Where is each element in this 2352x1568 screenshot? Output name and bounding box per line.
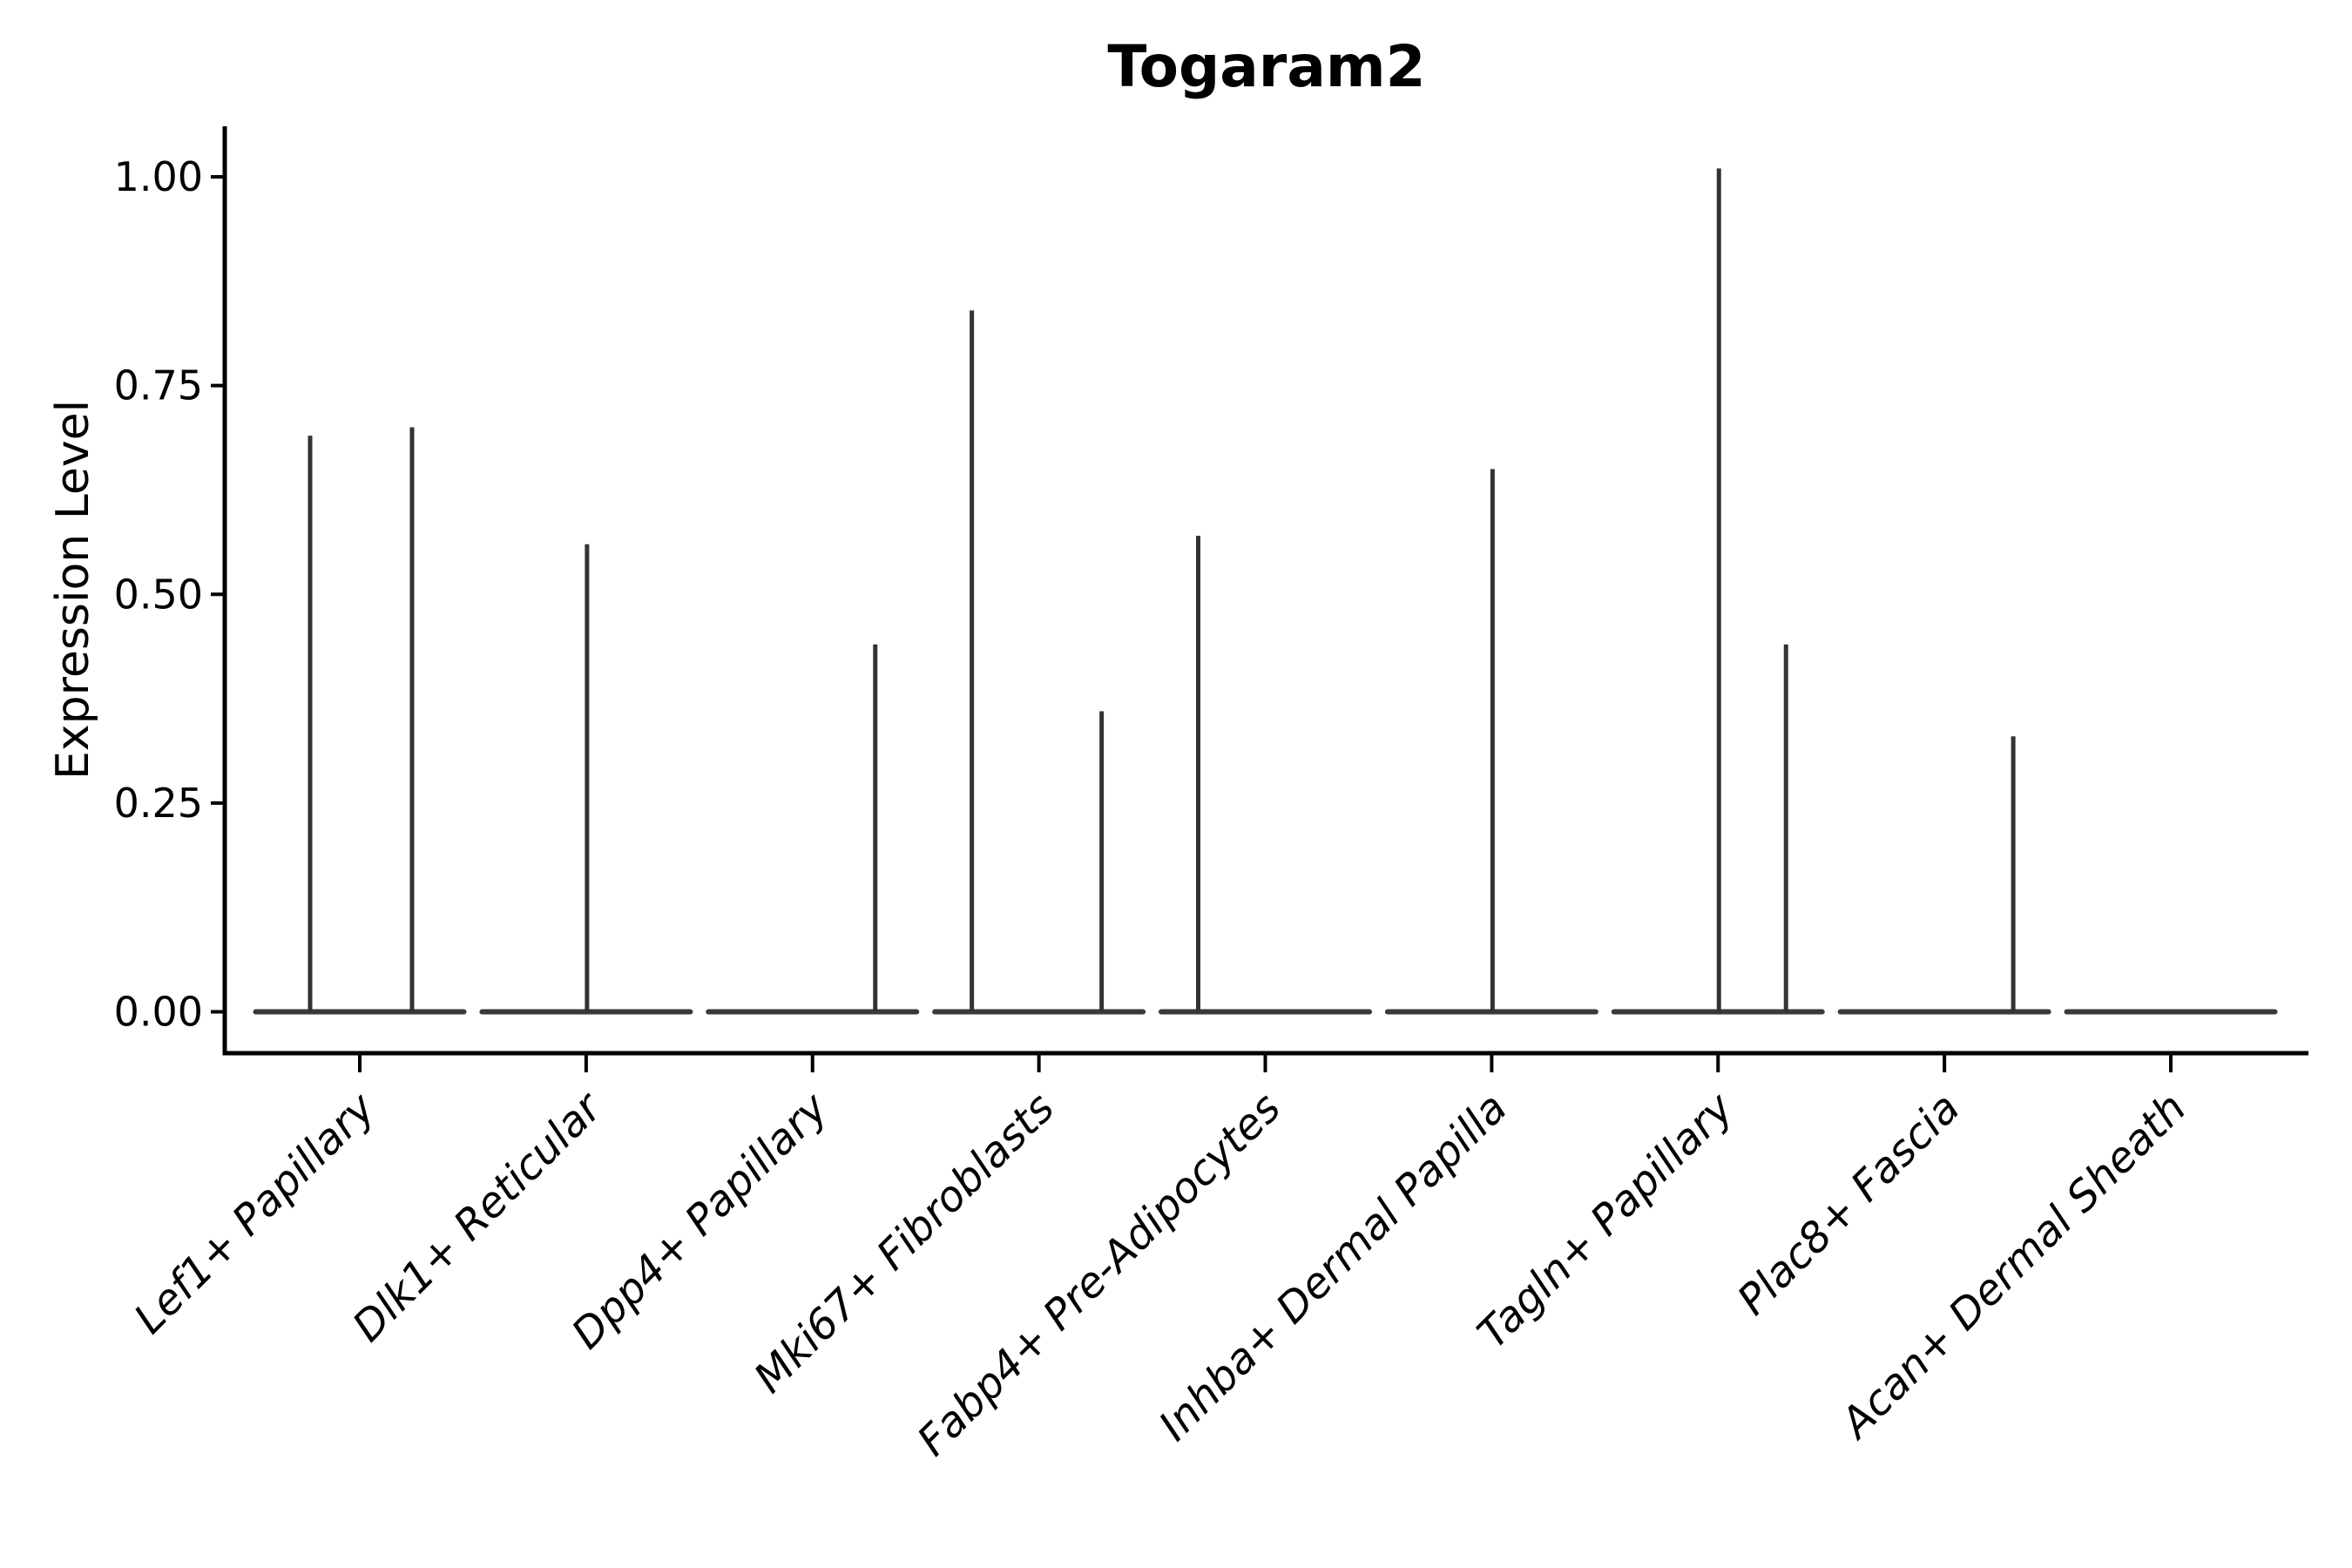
y-tick-label: 0.00 [114,989,203,1036]
y-tick-label: 0.50 [114,571,203,618]
y-tick-label: 0.75 [114,362,203,409]
y-tick-label: 1.00 [114,153,203,200]
x-category-label: Plac8+ Fascia [1728,1084,1970,1325]
x-category-label: Dlk1+ Reticular [343,1082,613,1352]
chart-title: Togaram2 [1107,33,1426,100]
y-tick-label: 0.25 [114,780,203,827]
x-category-label: Lef1+ Papillary [125,1083,385,1343]
x-category-label: Fabp4+ Pre-Adipocytes [908,1084,1290,1466]
y-axis-title: Expression Level [47,399,99,781]
